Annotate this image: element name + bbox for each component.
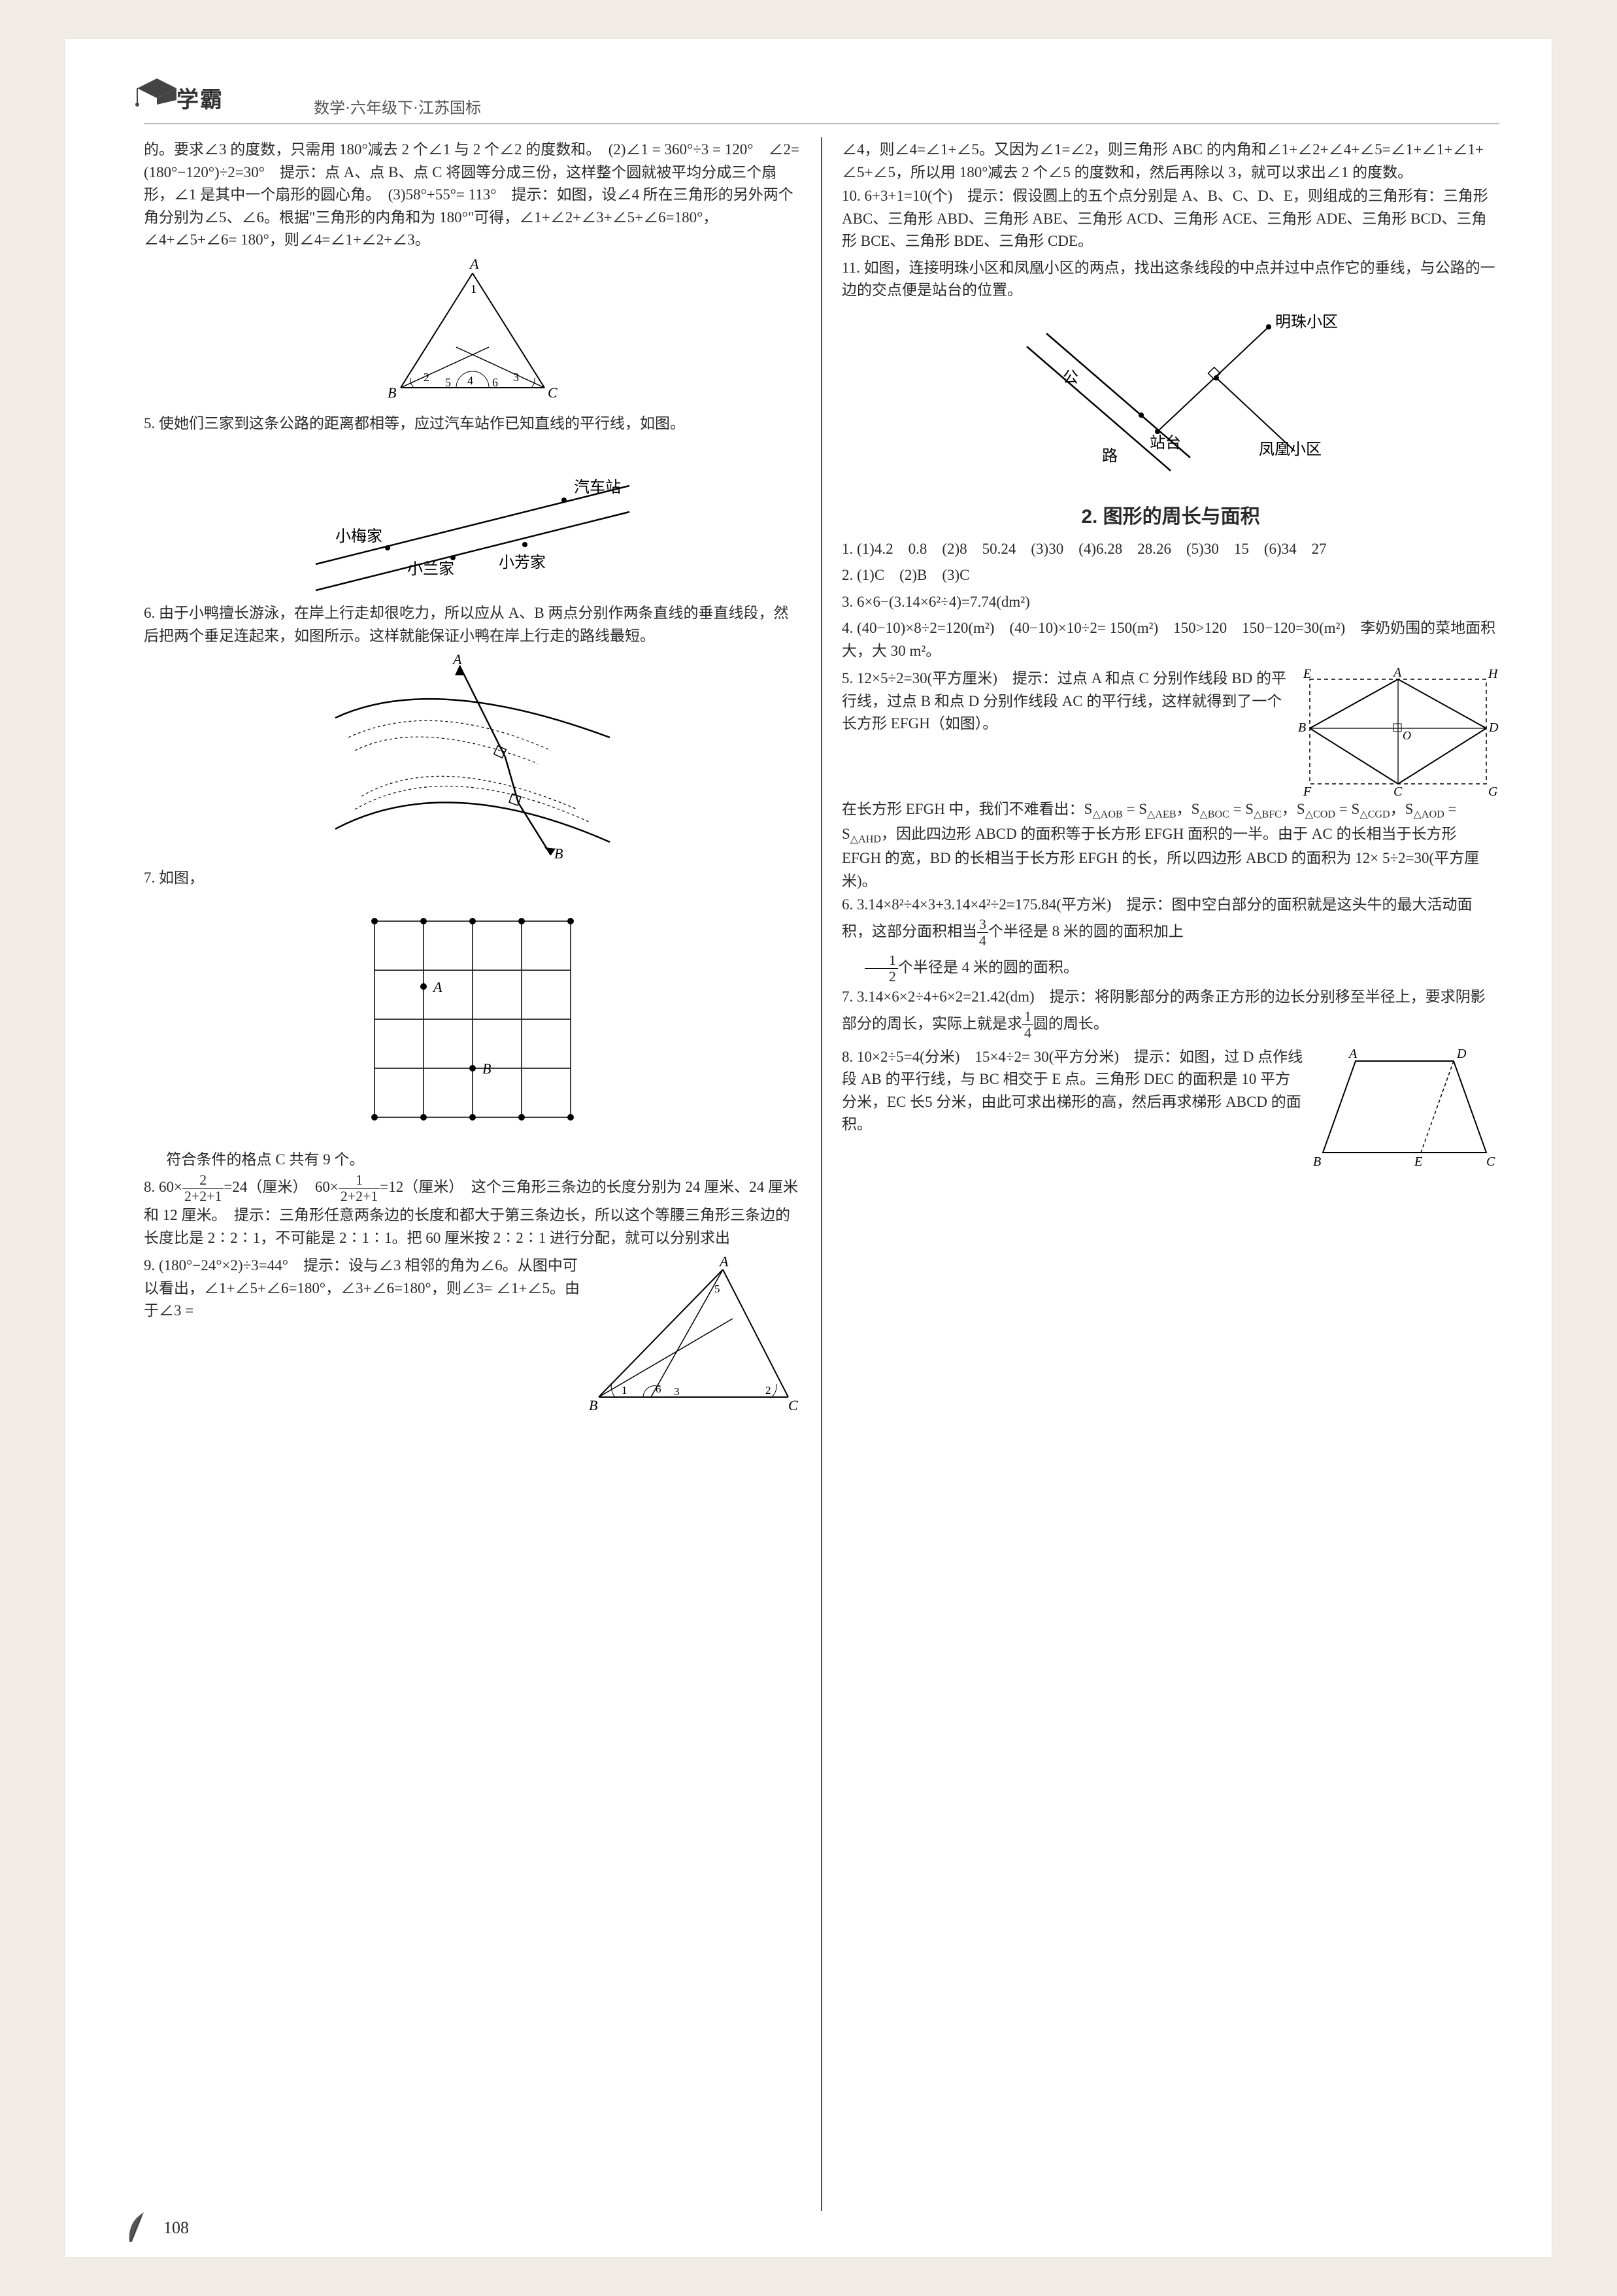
svg-text:H: H (1488, 667, 1499, 681)
svg-text:小兰家: 小兰家 (407, 560, 454, 578)
svg-text:D: D (1488, 720, 1499, 735)
svg-text:5: 5 (445, 376, 451, 389)
s2-item-4: 4. (40−10)×8÷2=120(m²) (40−10)×10÷2= 150… (842, 617, 1499, 662)
svg-text:B: B (1313, 1155, 1321, 1169)
svg-text:B: B (589, 1397, 597, 1413)
svg-text:4: 4 (467, 374, 473, 387)
page-number: 108 (163, 2215, 189, 2240)
s2-item-7: 7. 3.14×6×2÷4+6×2=21.42(dm) 提示：将阴影部分的两条正… (842, 986, 1499, 1041)
svg-text:O: O (1403, 729, 1411, 742)
figure-triangle-4: A B C 1 2 3 4 5 6 (144, 257, 801, 407)
s2-item-6: 6. 3.14×8²÷4×3+3.14×4²÷2=175.84(平方米) 提示：… (842, 894, 1499, 949)
svg-text:汽车站: 汽车站 (574, 479, 621, 496)
svg-text:E: E (1414, 1155, 1422, 1169)
svg-text:G: G (1488, 785, 1498, 797)
two-columns: 的。要求∠3 的度数，只需用 180°减去 2 个∠1 与 2 个∠2 的度数和… (144, 137, 1499, 2211)
svg-text:公: 公 (1063, 369, 1078, 386)
item-5: 5. 使她们三家到这条公路的距离都相等，应过汽车站作已知直线的平行线，如图。 (144, 413, 801, 435)
s2-item-5b: 在长方形 EFGH 中，我们不难看出：S△AOB = S△AEB，S△BOC =… (842, 798, 1499, 892)
svg-text:1: 1 (622, 1384, 627, 1396)
figure-bus-parallel: 汽车站 小梅家 小兰家 小芳家 (144, 440, 801, 597)
svg-text:A: A (718, 1253, 729, 1270)
svg-text:6: 6 (492, 376, 498, 389)
s2-item-5a: 5. 12×5÷2=30(平方厘米) 提示：过点 A 和点 C 分别作线段 BD… (842, 667, 1290, 735)
feather-icon (124, 2209, 154, 2245)
s2-item-3: 3. 6×6−(3.14×6²÷4)=7.74(dm²) (842, 591, 1499, 614)
item-11: 11. 如图，连接明珠小区和凤凰小区的两点，找出这条线段的中点并过中点作它的垂线… (842, 257, 1499, 302)
s2-item-1: 1. (1)4.2 0.8 (2)8 50.24 (3)30 (4)6.28 2… (842, 538, 1499, 561)
item-6: 6. 由于小鸭擅长游泳，在岸上行走却很吃力，所以应从 A、B 两点分别作两条直线… (144, 602, 801, 647)
svg-text:A: A (469, 257, 479, 272)
svg-text:小梅家: 小梅家 (335, 528, 382, 545)
svg-text:1: 1 (471, 282, 476, 295)
item-7-tail: 符合条件的格点 C 共有 9 个。 (144, 1149, 801, 1172)
svg-text:C: C (548, 384, 558, 401)
item-8: 8. 60×22+2+1=24（厘米） 60×12+2+1=12（厘米） 这个三… (144, 1172, 801, 1249)
svg-text:F: F (1303, 785, 1312, 797)
svg-text:站台: 站台 (1150, 434, 1181, 452)
left-column: 的。要求∠3 的度数，只需用 180°减去 2 个∠1 与 2 个∠2 的度数和… (144, 137, 801, 2211)
svg-text:明珠小区: 明珠小区 (1275, 313, 1338, 331)
svg-text:B: B (388, 384, 396, 401)
section-2-title: 2. 图形的周长与面积 (842, 502, 1499, 532)
svg-text:D: D (1456, 1047, 1467, 1061)
svg-text:E: E (1303, 667, 1311, 681)
svg-text:A: A (1348, 1047, 1358, 1061)
item-9: 9. (180°−24°×2)÷3=44° 提示：设与∠3 相邻的角为∠6。从图… (144, 1255, 586, 1323)
svg-text:6: 6 (656, 1383, 661, 1395)
svg-text:C: C (1393, 785, 1403, 797)
page-header: 学霸 数学·六年级下·江苏国标 (144, 78, 1499, 124)
figure-trapezoid: A D B E C (1310, 1045, 1499, 1169)
item-7: 7. 如图， (144, 867, 801, 890)
column-separator (821, 137, 822, 2211)
svg-text:5: 5 (714, 1283, 720, 1295)
textbook-page: 学霸 数学·六年级下·江苏国标 的。要求∠3 的度数，只需用 180°减去 2 … (65, 39, 1552, 2257)
svg-text:2: 2 (765, 1384, 771, 1396)
continuation-text: 的。要求∠3 的度数，只需用 180°减去 2 个∠1 与 2 个∠2 的度数和… (144, 139, 801, 252)
item-10: 10. 6+3+1=10(个) 提示：假设圆上的五个点分别是 A、B、C、D、E… (842, 185, 1499, 253)
figure-rect-efgh: E A H B O D F C G (1297, 666, 1499, 797)
svg-text:小芳家: 小芳家 (499, 554, 546, 571)
figure-grid-c: A B (144, 895, 801, 1143)
continuation-text-2: ∠4，则∠4=∠1+∠5。又因为∠1=∠2，则三角形 ABC 的内角和∠1+∠2… (842, 139, 1499, 184)
right-column: ∠4，则∠4=∠1+∠5。又因为∠1=∠2，则三角形 ABC 的内角和∠1+∠2… (842, 137, 1499, 2211)
svg-text:C: C (788, 1397, 798, 1413)
item-num: 5. (144, 415, 159, 431)
svg-text:A: A (452, 652, 462, 667)
s2-item-8: 8. 10×2÷5=4(分米) 15×4÷2= 30(平方分米) 提示：如图，过… (842, 1046, 1303, 1136)
svg-text:B: B (482, 1060, 491, 1077)
svg-text:B: B (1298, 720, 1306, 735)
svg-text:A: A (432, 979, 442, 995)
svg-text:路: 路 (1102, 447, 1118, 465)
svg-text:2: 2 (424, 371, 429, 384)
figure-station: 明珠小区 凤凰小区 站台 公 路 (842, 307, 1499, 490)
figure-duck-path: A B (144, 652, 801, 862)
svg-text:C: C (1486, 1155, 1495, 1169)
svg-text:3: 3 (674, 1385, 680, 1398)
svg-text:3: 3 (513, 371, 519, 384)
figure-triangle-9: A B C 1 2 3 5 6 (586, 1253, 801, 1417)
s2-item-2: 2. (1)C (2)B (3)C (842, 564, 1499, 587)
logo-text: 学霸 (176, 84, 224, 117)
svg-text:A: A (1392, 666, 1402, 680)
header-subtitle: 数学·六年级下·江苏国标 (314, 97, 481, 120)
svg-text:B: B (554, 845, 563, 862)
svg-text:凤凰小区: 凤凰小区 (1259, 441, 1322, 458)
